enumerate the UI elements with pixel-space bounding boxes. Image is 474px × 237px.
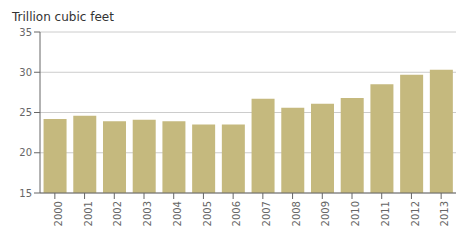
svg-text:30: 30 (19, 67, 32, 78)
svg-text:2008: 2008 (291, 201, 302, 226)
svg-text:15: 15 (19, 188, 32, 199)
svg-text:2013: 2013 (439, 201, 450, 226)
svg-text:20: 20 (19, 147, 32, 158)
svg-text:2003: 2003 (142, 201, 153, 226)
svg-text:2007: 2007 (261, 201, 272, 226)
svg-text:2001: 2001 (83, 201, 94, 226)
svg-text:2002: 2002 (112, 201, 123, 226)
svg-text:2005: 2005 (202, 201, 213, 226)
svg-text:2011: 2011 (380, 201, 391, 226)
svg-text:35: 35 (19, 27, 32, 38)
svg-text:2012: 2012 (410, 201, 421, 226)
svg-text:2009: 2009 (320, 201, 331, 226)
svg-text:2004: 2004 (172, 201, 183, 226)
html-text:Trillion cubic feet: Trillion cubic feet (12, 10, 114, 24)
svg-text:25: 25 (19, 107, 32, 118)
svg-text:2006: 2006 (231, 201, 242, 226)
svg-text:2010: 2010 (350, 201, 361, 226)
svg-text:2000: 2000 (53, 201, 64, 226)
